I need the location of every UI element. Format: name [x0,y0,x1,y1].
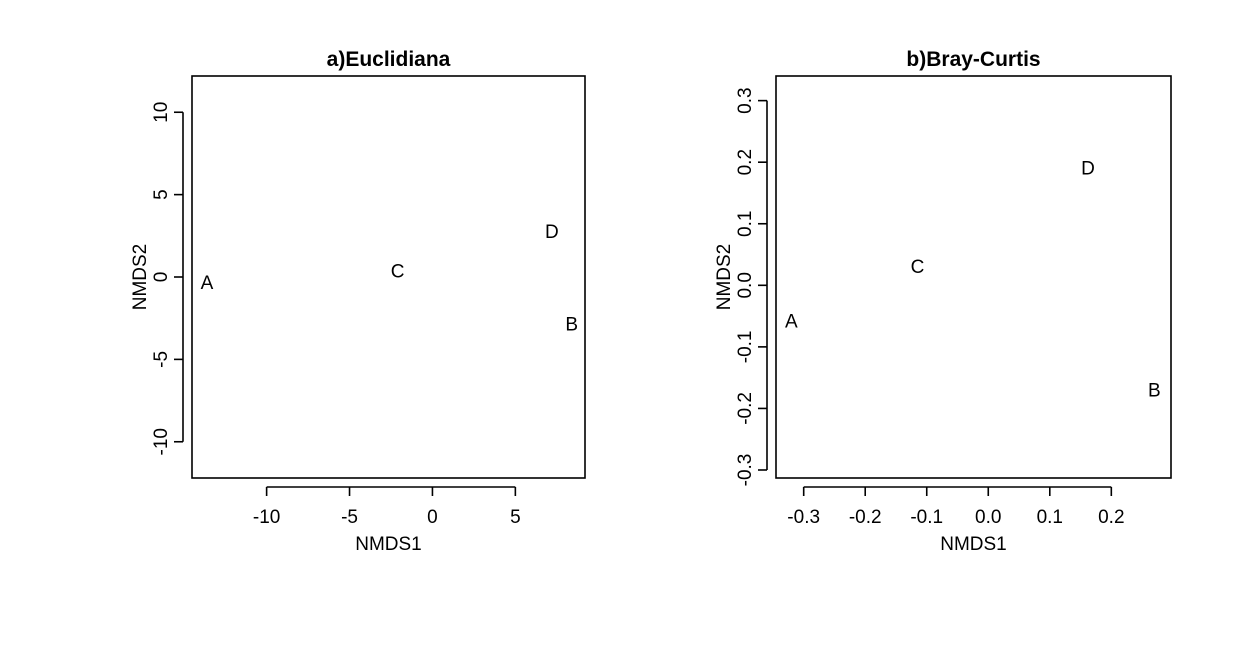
panel-bray-curtis: b)Bray-Curtis -0.3 -0.2 -0.1 0.0 0.1 0.2 NMDS1 -… [714,48,1172,555]
euclidiana-point-d: D [545,222,559,243]
bray-curtis-y-axis-label: NMDS2 [714,244,735,311]
bray-curtis-y-tick-label: -0.3 [735,454,756,487]
euclidiana-point-b: B [565,314,578,335]
euclidiana-x-tick-label: -10 [253,507,280,528]
euclidiana-y-tick-label: 5 [151,189,172,200]
bray-curtis-x-tick-label: 0.0 [975,507,1001,528]
bray-curtis-y-tick-label: 0.1 [735,211,756,237]
euclidiana-x-tick-label: 0 [427,507,438,528]
euclidiana-point-a: A [201,273,214,294]
euclidiana-y-tick-label: 10 [151,102,172,123]
euclidiana-x-axis-label: NMDS1 [355,534,422,555]
bray-curtis-x-tick-label: -0.3 [787,507,820,528]
euclidiana-y-tick-label: -5 [151,351,172,368]
bray-curtis-x-tick-label: -0.2 [849,507,882,528]
bray-curtis-y-tick-label: -0.1 [735,330,756,363]
bray-curtis-y-tick-label: -0.2 [735,392,756,425]
euclidiana-y-tick-label: 0 [151,272,172,283]
bray-curtis-y-tick-label: 0.3 [735,87,756,113]
bray-curtis-point-c: C [911,257,925,278]
bray-curtis-point-d: D [1081,158,1095,179]
bray-curtis-y-tick-label: 0.2 [735,149,756,175]
bray-curtis-x-tick-label: 0.2 [1098,507,1124,528]
euclidiana-y-axis-label: NMDS2 [130,244,151,311]
euclidiana-title: a)Euclidiana [327,48,451,71]
bray-curtis-y-tick-label: 0.0 [735,272,756,298]
euclidiana-x-tick-label: -5 [341,507,358,528]
euclidiana-plot-frame [191,75,586,479]
bray-curtis-x-axis-label: NMDS1 [940,534,1007,555]
bray-curtis-x-tick-label: -0.1 [910,507,943,528]
bray-curtis-title: b)Bray-Curtis [906,48,1040,71]
bray-curtis-point-b: B [1148,381,1161,402]
euclidiana-y-tick-label: -10 [151,428,172,455]
bray-curtis-point-a: A [785,312,798,333]
euclidiana-point-c: C [391,262,405,283]
bray-curtis-plot-frame [775,75,1172,479]
euclidiana-x-tick-label: 5 [510,507,521,528]
panel-euclidiana: a)Euclidiana -10 -5 0 5 NMDS1 -10 -5 0 5 10 NMDS2 A B… [130,48,586,555]
bray-curtis-x-tick-label: 0.1 [1037,507,1063,528]
